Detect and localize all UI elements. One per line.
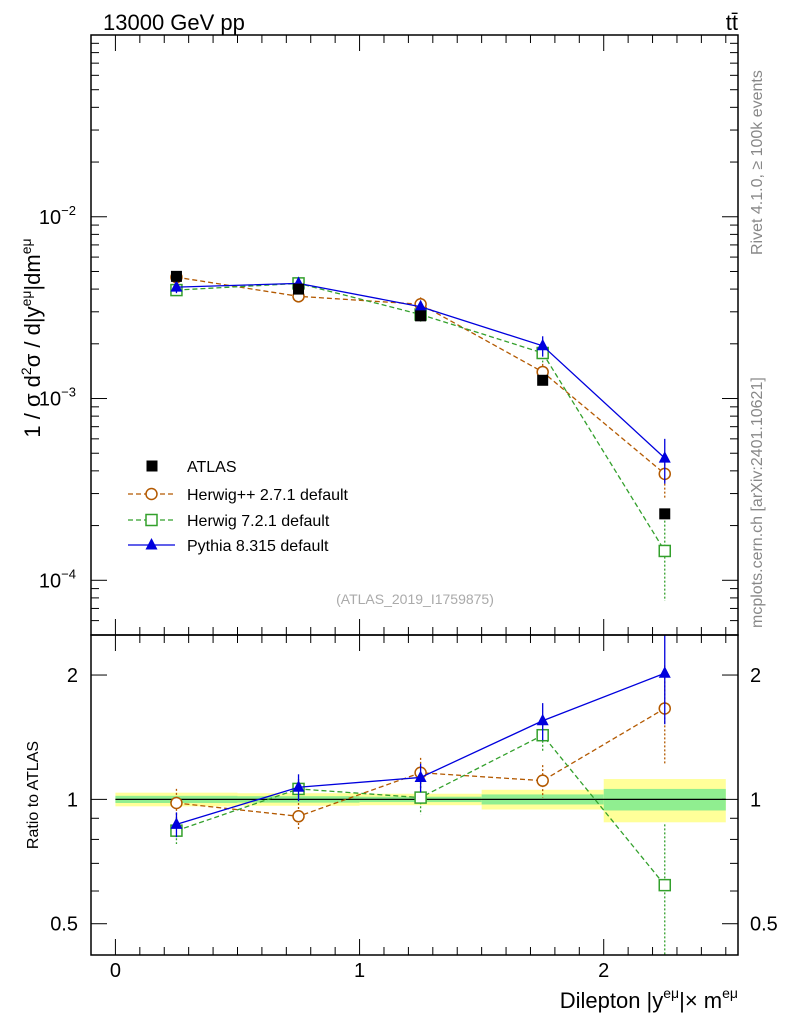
- herwig7-line: [176, 282, 666, 552]
- ratio-herwig7-point: [658, 878, 672, 892]
- x-tick-label: 0: [110, 960, 121, 982]
- source-label: mcplots.cern.ch [arXiv:2401.10621]: [749, 377, 766, 628]
- ratio-y-tick-label-right: 0.5: [750, 914, 778, 936]
- legend-label-atlas: ATLAS: [187, 459, 237, 476]
- ratio-plot-frame: [90, 634, 739, 956]
- ratio-herwig7-point: [414, 791, 427, 804]
- x-axis-title: Dilepton |yeμ|× meμ: [560, 985, 738, 1013]
- legend: ATLAS Herwig++ 2.7.1 default Herwig 7.2.1 …: [128, 459, 349, 555]
- legend-label-herwig7: Herwig 7.2.1 default: [187, 513, 330, 530]
- x-tick-label: 2: [598, 960, 609, 982]
- herwigpp-line: [176, 276, 666, 475]
- ratio-herwigpp-point: [170, 796, 183, 810]
- ratio-herwigpp-point: [536, 774, 549, 787]
- atlas-point: [659, 508, 671, 520]
- main-plot: [170, 270, 672, 601]
- legend-marker-herwig7: [145, 513, 158, 527]
- ratio-y-tick-label-left: 2: [67, 665, 78, 687]
- ratio-pythia-point: [170, 817, 183, 829]
- ratio-herwigpp-point: [292, 810, 305, 823]
- legend-marker-atlas: [146, 460, 158, 472]
- ratio-pythia-point: [536, 713, 549, 726]
- atlas-point: [293, 283, 305, 295]
- main-y-tick-label: 10−3: [39, 385, 76, 411]
- main-y-tick-label: 10−4: [39, 566, 76, 592]
- legend-label-herwigpp: Herwig++ 2.7.1 default: [187, 487, 349, 504]
- ratio-herwig7-line: [176, 734, 666, 886]
- ratio-plot: [115, 635, 726, 955]
- legend-label-pythia: Pythia 8.315 default: [187, 538, 329, 555]
- rivet-version-label: Rivet 4.1.0, ≥ 100k events: [749, 70, 766, 255]
- pythia-point: [414, 299, 427, 312]
- legend-marker-herwigpp: [145, 487, 158, 501]
- ratio-y-tick-label-right: 1: [750, 789, 761, 811]
- ratio-y-tick-label-right: 2: [750, 665, 761, 687]
- main-y-axis-title: 1 / σ d2σ / d|yeμ|dmeμ: [18, 238, 45, 437]
- ratio-pythia-point: [292, 780, 305, 792]
- ratio-y-tick-label-left: 1: [67, 789, 78, 811]
- pythia-point: [658, 451, 671, 463]
- ratio-y-tick-label-left: 0.5: [50, 914, 78, 936]
- legend-marker-pythia: [145, 538, 158, 550]
- atlas-point: [170, 270, 182, 282]
- main-y-tick-label: 10−2: [39, 203, 76, 229]
- x-tick-label: 1: [354, 960, 365, 982]
- ratio-pythia-point: [658, 666, 671, 678]
- analysis-watermark: (ATLAS_2019_I1759875): [336, 591, 494, 607]
- atlas-point: [537, 374, 549, 386]
- atlas-point: [415, 310, 427, 322]
- pythia-point: [536, 338, 549, 351]
- herwig7-point: [658, 544, 672, 558]
- ratio-pythia-point: [414, 770, 427, 782]
- ratio-y-axis-title: Ratio to ATLAS: [25, 741, 42, 849]
- process-label: tt̄: [726, 10, 738, 35]
- energy-label: 13000 GeV pp: [103, 10, 245, 35]
- pythia-point: [170, 280, 183, 292]
